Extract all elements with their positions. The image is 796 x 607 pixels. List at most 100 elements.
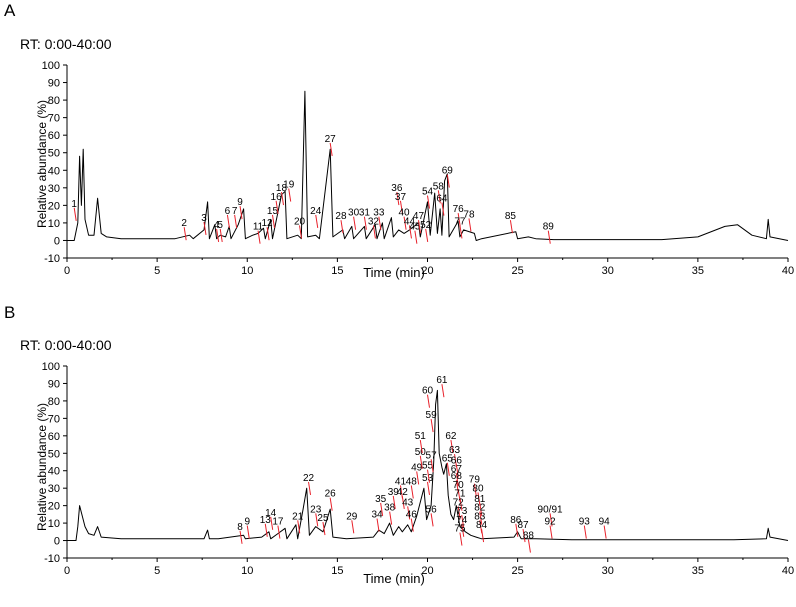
peak-label: 43 xyxy=(402,497,414,508)
peak-label: 92 xyxy=(545,517,557,528)
peak-label: 70 xyxy=(453,480,465,491)
peak-label: 76 xyxy=(453,204,465,215)
peak-leader-line xyxy=(378,216,382,230)
peak-label: 9 xyxy=(237,197,243,208)
peak-label: 16 xyxy=(271,192,283,203)
peak-label: 1 xyxy=(71,199,77,210)
peak-leader-line xyxy=(351,520,355,534)
peak-leader-line xyxy=(416,471,420,485)
peak-label: 71 xyxy=(454,489,466,500)
peak-label: 51 xyxy=(415,431,427,442)
peak-leader-line xyxy=(277,525,281,539)
x-tick-label: 5 xyxy=(154,565,160,577)
x-tick-label: 15 xyxy=(331,565,343,577)
peak-leader-line xyxy=(419,439,423,454)
peak-leader-line xyxy=(459,225,463,239)
peak-leader-line xyxy=(509,220,513,234)
panel-b-y-axis-title: Relative abundance (%) xyxy=(35,403,49,531)
peak-label: 20 xyxy=(294,216,306,227)
peak-label: 67 xyxy=(451,464,463,475)
peak-label: 50 xyxy=(415,447,427,458)
peak-label: 75 xyxy=(454,524,466,535)
peak-leader-line xyxy=(441,384,445,398)
peak-leader-line xyxy=(455,473,459,487)
peak-label: 83 xyxy=(474,511,486,522)
peak-leader-line xyxy=(419,455,423,469)
peak-label: 44 xyxy=(404,216,416,227)
peak-leader-line xyxy=(380,502,384,516)
y-tick-label: 80 xyxy=(48,95,60,107)
peak-leader-line xyxy=(481,528,485,543)
peak-leader-line xyxy=(183,227,187,241)
peak-leader-line xyxy=(372,225,376,239)
y-tick-label: 90 xyxy=(48,378,60,390)
peak-leader-line xyxy=(583,525,587,539)
peak-label: 52 xyxy=(420,220,432,231)
panel-a-x-axis-title: Time (min) xyxy=(363,265,425,280)
peak-label: 15 xyxy=(267,206,279,217)
peak-leader-line xyxy=(226,214,230,228)
chromatogram-panel-a: A RT: 0:00-40:00 Time (min) Relative abu… xyxy=(4,1,794,280)
x-tick-label: 25 xyxy=(512,265,524,277)
peak-label: 89 xyxy=(543,222,555,233)
peak-label: 55 xyxy=(422,461,434,472)
peak-label: 37 xyxy=(395,192,407,203)
x-tick-label: 35 xyxy=(692,265,704,277)
peak-label: 74 xyxy=(456,515,468,526)
peak-label: 77 xyxy=(454,216,466,227)
peak-leader-line xyxy=(430,513,434,527)
peak-label: 84 xyxy=(476,520,488,531)
peak-leader-line xyxy=(399,200,403,214)
peak-label: 27 xyxy=(325,134,337,145)
peak-leader-line xyxy=(275,200,279,214)
peak-label: 65 xyxy=(442,454,454,465)
peak-label: 82 xyxy=(474,503,486,514)
peak-leader-line xyxy=(446,462,450,476)
x-tick-label: 10 xyxy=(241,565,253,577)
peak-label: 45 xyxy=(409,222,421,233)
peak-leader-line xyxy=(430,419,434,433)
peak-label: 4 xyxy=(214,220,220,231)
peak-leader-line xyxy=(234,214,238,228)
peak-label: 94 xyxy=(599,517,611,528)
peak-leader-line xyxy=(308,481,312,496)
peak-label: 66 xyxy=(451,455,463,466)
peak-leader-line xyxy=(427,469,430,483)
peak-leader-line xyxy=(427,195,430,209)
y-tick-label: 100 xyxy=(42,361,60,373)
peak-label: 30 xyxy=(348,208,360,219)
peak-label: 21 xyxy=(292,511,304,522)
peak-leader-line xyxy=(479,511,483,525)
y-tick-label: 70 xyxy=(48,113,60,125)
peak-leader-line xyxy=(425,228,429,243)
peak-leader-line xyxy=(457,506,461,520)
peak-leader-line xyxy=(297,520,301,534)
peak-label: 78 xyxy=(463,209,475,220)
peak-label: 73 xyxy=(456,506,468,517)
peak-label: 90/91 xyxy=(538,504,563,515)
peak-leader-line xyxy=(450,439,454,454)
peak-leader-line xyxy=(376,518,380,532)
y-tick-label: 60 xyxy=(48,130,60,142)
peak-label: 7 xyxy=(232,206,238,217)
peak-label: 61 xyxy=(436,375,448,386)
x-tick-label: 20 xyxy=(421,565,433,577)
peak-leader-line xyxy=(547,230,551,244)
peak-leader-line xyxy=(239,530,243,544)
peak-label: 64 xyxy=(436,194,448,205)
x-tick-label: 25 xyxy=(512,565,524,577)
peak-label: 53 xyxy=(422,473,434,484)
peak-leader-line xyxy=(410,485,414,499)
y-tick-label: 10 xyxy=(48,518,60,530)
peak-leader-line xyxy=(473,483,477,497)
peak-label: 48 xyxy=(406,476,418,487)
peak-leader-line xyxy=(527,539,531,553)
peak-label: 25 xyxy=(317,513,329,524)
peak-leader-line xyxy=(549,513,553,527)
peak-leader-line xyxy=(264,523,268,537)
peak-label: 35 xyxy=(375,494,387,505)
y-tick-label: 20 xyxy=(48,200,60,212)
peak-leader-line xyxy=(266,227,270,241)
peak-leader-line xyxy=(340,220,344,234)
